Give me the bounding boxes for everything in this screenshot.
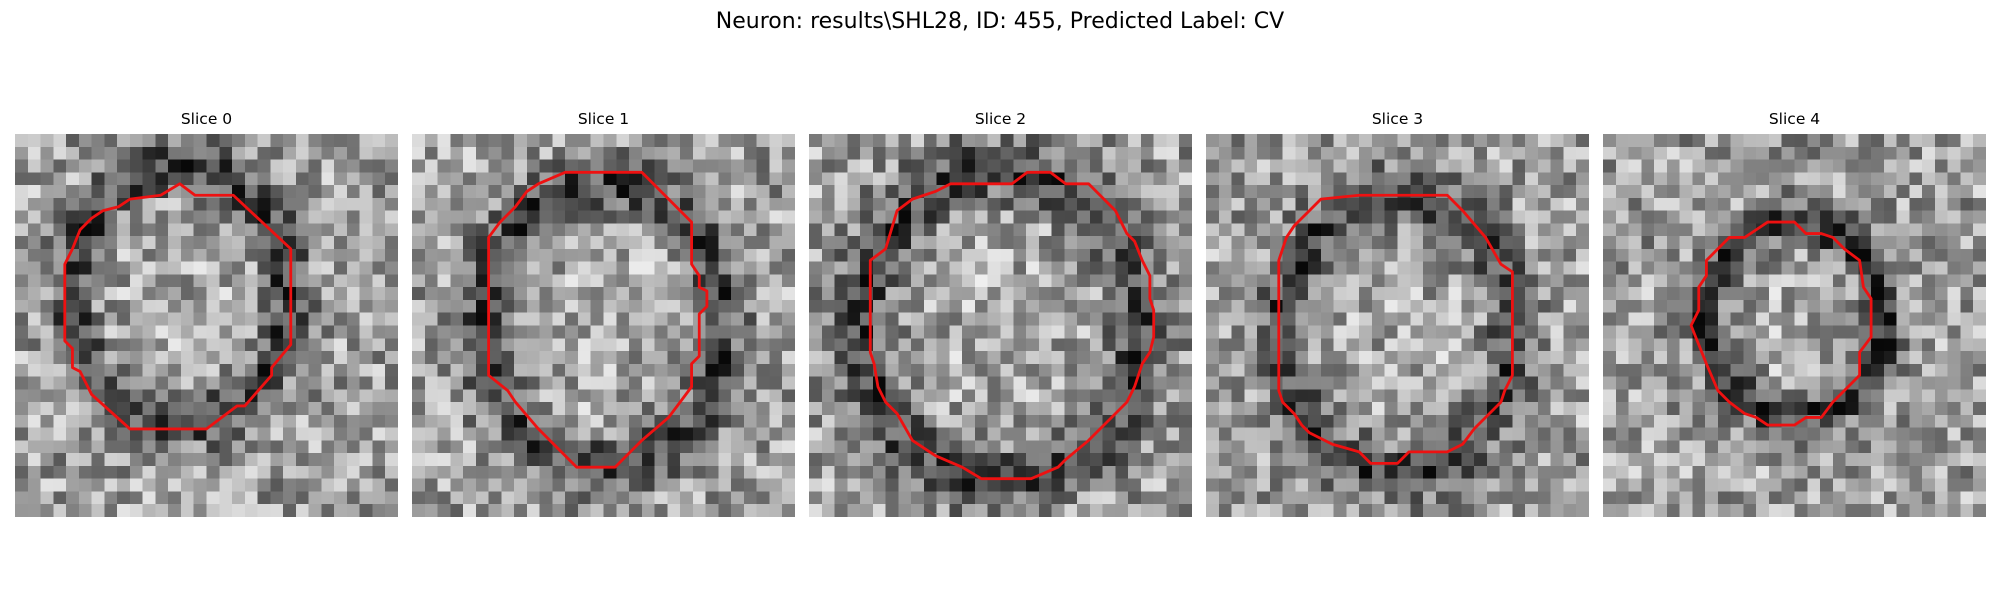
slice-title: Slice 0 bbox=[180, 110, 233, 128]
slice-title: Slice 3 bbox=[1371, 110, 1424, 128]
pixel-grid bbox=[15, 134, 398, 517]
pixel-grid bbox=[1603, 134, 1986, 517]
slice-image bbox=[809, 134, 1192, 517]
roi-contour bbox=[1277, 193, 1514, 465]
roi-contour bbox=[487, 170, 709, 469]
slice-title: Slice 4 bbox=[1768, 110, 1821, 128]
pixel-grid bbox=[412, 134, 795, 517]
roi-contour bbox=[63, 182, 293, 431]
slice-image bbox=[1206, 134, 1589, 517]
slice-image bbox=[412, 134, 795, 517]
pixel-grid bbox=[1206, 134, 1589, 517]
slice-image bbox=[1603, 134, 1986, 517]
figure-title: Neuron: results\SHL28, ID: 455, Predicte… bbox=[715, 9, 1285, 34]
slice-image bbox=[15, 134, 398, 517]
pixel-grid bbox=[809, 134, 1192, 517]
roi-contour bbox=[868, 170, 1156, 481]
slice-title: Slice 2 bbox=[974, 110, 1027, 128]
slice-title: Slice 1 bbox=[577, 110, 630, 128]
roi-contour bbox=[1689, 220, 1873, 427]
